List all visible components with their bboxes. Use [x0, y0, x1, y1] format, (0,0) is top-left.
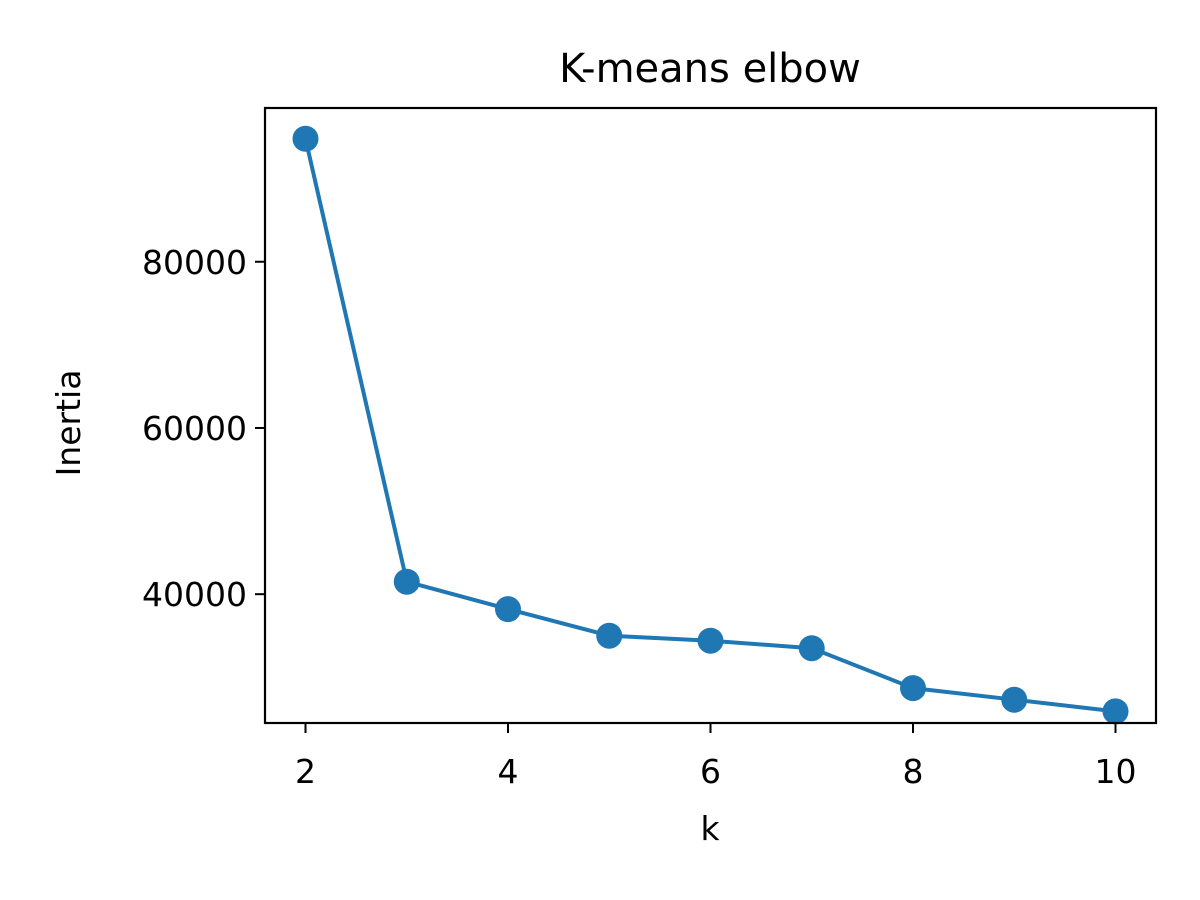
series-markers [292, 125, 1129, 725]
data-point [900, 675, 926, 702]
data-point [697, 627, 724, 654]
data-point [1001, 686, 1028, 713]
data-point [1102, 698, 1129, 725]
y-tick-label: 60000 [142, 409, 247, 448]
y-axis-label: Inertia [49, 370, 88, 477]
series-line [303, 136, 1118, 714]
x-tick-label: 10 [1095, 752, 1137, 791]
x-tick-label: 4 [498, 752, 519, 791]
data-point [393, 568, 420, 595]
x-axis-label: k [700, 809, 720, 848]
x-tick-label: 6 [700, 752, 721, 791]
y-tick-label: 80000 [142, 243, 247, 282]
data-point [596, 622, 623, 649]
x-tick-label: 2 [295, 752, 316, 791]
data-point [798, 635, 825, 662]
plot-frame [263, 106, 1158, 725]
y-axis-ticks: 40000 60000 80000 [142, 243, 265, 614]
data-point [292, 125, 319, 152]
data-point [495, 596, 521, 623]
chart-title: K-means elbow [559, 46, 861, 92]
x-tick-label: 8 [903, 752, 924, 791]
x-axis-ticks: 2 4 6 8 10 [295, 723, 1137, 791]
y-tick-label: 40000 [142, 575, 247, 614]
